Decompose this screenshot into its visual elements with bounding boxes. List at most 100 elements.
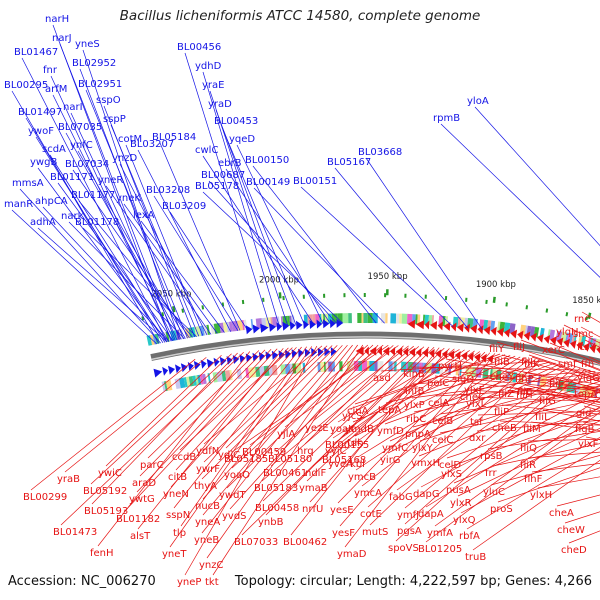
reverse-gene-label: fliQ [520, 443, 537, 454]
gene-leader-line [215, 109, 297, 326]
cog-segment [253, 367, 257, 378]
gene-leader-line [523, 387, 600, 406]
reverse-gene-label: parC [140, 460, 164, 471]
forward-gene-label: BL00150 [245, 155, 289, 166]
forward-gene-label: manR [4, 199, 33, 210]
gene-leader-line [70, 112, 178, 341]
cog-segment [272, 316, 278, 328]
cog-segment [431, 315, 434, 326]
forward-gene-arrow [282, 321, 290, 331]
gene-leader-line [170, 347, 297, 488]
reverse-gene-label: fliL [535, 412, 550, 423]
gene-leader-line [352, 355, 511, 423]
gene-leader-line [173, 346, 302, 509]
reverse-gene-label: ymcA [354, 488, 382, 499]
minor-tick [585, 316, 589, 321]
reverse-gene-label: ywrF [196, 464, 220, 475]
cog-segment [464, 317, 469, 329]
forward-gene-label: narJ [52, 33, 72, 44]
gene-leader-line [497, 467, 600, 503]
reverse-gene-label: BL05193 [84, 506, 128, 517]
reverse-gene-arrow [596, 347, 600, 354]
gene-leader-line [11, 90, 160, 344]
reverse-gene-arrow [422, 348, 429, 358]
forward-gene-arrow [153, 368, 163, 378]
reverse-gene-label: tlp [173, 528, 186, 539]
minor-tick [161, 312, 165, 317]
reverse-gene-arrow [461, 351, 468, 361]
reverse-gene-arrow [470, 324, 478, 334]
kbp-tick-label: 1950 kbp [368, 272, 408, 282]
forward-gene-arrow [245, 353, 253, 363]
reverse-gene-label: ndiF [305, 468, 326, 479]
cog-color-tracks [146, 313, 600, 400]
reverse-gene-label: BL05168 [322, 455, 366, 466]
reverse-gene-label: topA [574, 389, 597, 400]
gene-leader-line [231, 345, 389, 453]
gene-leader-line [184, 345, 318, 576]
reverse-gene-label: mutS [362, 527, 388, 538]
forward-gene-label: yneK [116, 193, 141, 204]
reverse-gene-label: ylxS [441, 469, 462, 480]
forward-gene-label: BL07034 [65, 159, 109, 170]
gene-leader-line [125, 144, 204, 336]
reverse-gene-label: ylxP [404, 400, 425, 411]
gene-leader-line [487, 431, 600, 450]
gene-leader-line [159, 142, 241, 331]
cog-segment [548, 329, 556, 341]
gene-leader-line [497, 369, 600, 392]
reverse-gene-label: BL00299 [23, 492, 67, 503]
reverse-gene-arrow [530, 332, 537, 342]
gene-leader-line [466, 447, 600, 530]
gene-leader-line [349, 353, 501, 410]
forward-gene-label: sspP [103, 114, 126, 125]
cog-segment [367, 361, 370, 372]
gene-leader-line [265, 346, 430, 516]
forward-gene-label: ywoF [28, 126, 54, 137]
forward-gene-label: nark [61, 211, 84, 222]
cog-segment [490, 320, 496, 332]
reverse-gene-arrow [589, 344, 597, 354]
gene-leader-line [202, 155, 315, 325]
cog-segment [577, 335, 583, 346]
gene-leader-line [262, 346, 425, 502]
reverse-gene-label: rnc [574, 314, 590, 325]
gene-leader-line [332, 350, 470, 439]
reverse-gene-label: araD [132, 478, 156, 489]
gene-leader-line [229, 344, 379, 510]
gene-leader-line [42, 206, 170, 342]
reverse-gene-arrow [428, 348, 435, 358]
cog-segment [489, 368, 493, 380]
forward-gene-label: arfM [45, 84, 67, 95]
forward-gene-label: fnr [43, 65, 58, 76]
reverse-gene-arrow [450, 322, 457, 332]
kbp-tick-mark [492, 296, 496, 303]
gene-leader-line [474, 106, 600, 247]
forward-gene-label: cotM [118, 134, 142, 145]
cog-segment [161, 381, 166, 392]
gene-leader-line [203, 345, 323, 445]
cog-segment [395, 313, 400, 324]
forward-gene-label: mmsA [12, 178, 44, 189]
gene-leader-line [91, 352, 238, 505]
gene-leader-line [410, 366, 591, 371]
gene-leader-line [457, 427, 600, 497]
gene-leader-line [147, 350, 260, 459]
reverse-gene-label: fliI [521, 357, 533, 368]
forward-gene-arrow [330, 319, 336, 329]
reverse-gene-label: tepA [378, 405, 401, 416]
minor-tick [181, 308, 185, 313]
reverse-gene-label: fliM [523, 424, 541, 435]
accession-text: Accession: NC_006270 [8, 574, 156, 589]
forward-gene-label: sspO [96, 95, 121, 106]
reverse-gene-label: cheB [492, 423, 517, 434]
cog-segment [185, 376, 191, 387]
gene-leader-line [261, 346, 420, 482]
gene-leader-line [337, 349, 460, 423]
cog-segment [591, 387, 597, 398]
cog-segment [457, 317, 461, 328]
cog-segment [483, 319, 489, 331]
reverse-gene-label: yoaK [330, 424, 355, 435]
forward-gene-label: BL05184 [152, 132, 196, 143]
gene-leader-line [57, 182, 174, 342]
